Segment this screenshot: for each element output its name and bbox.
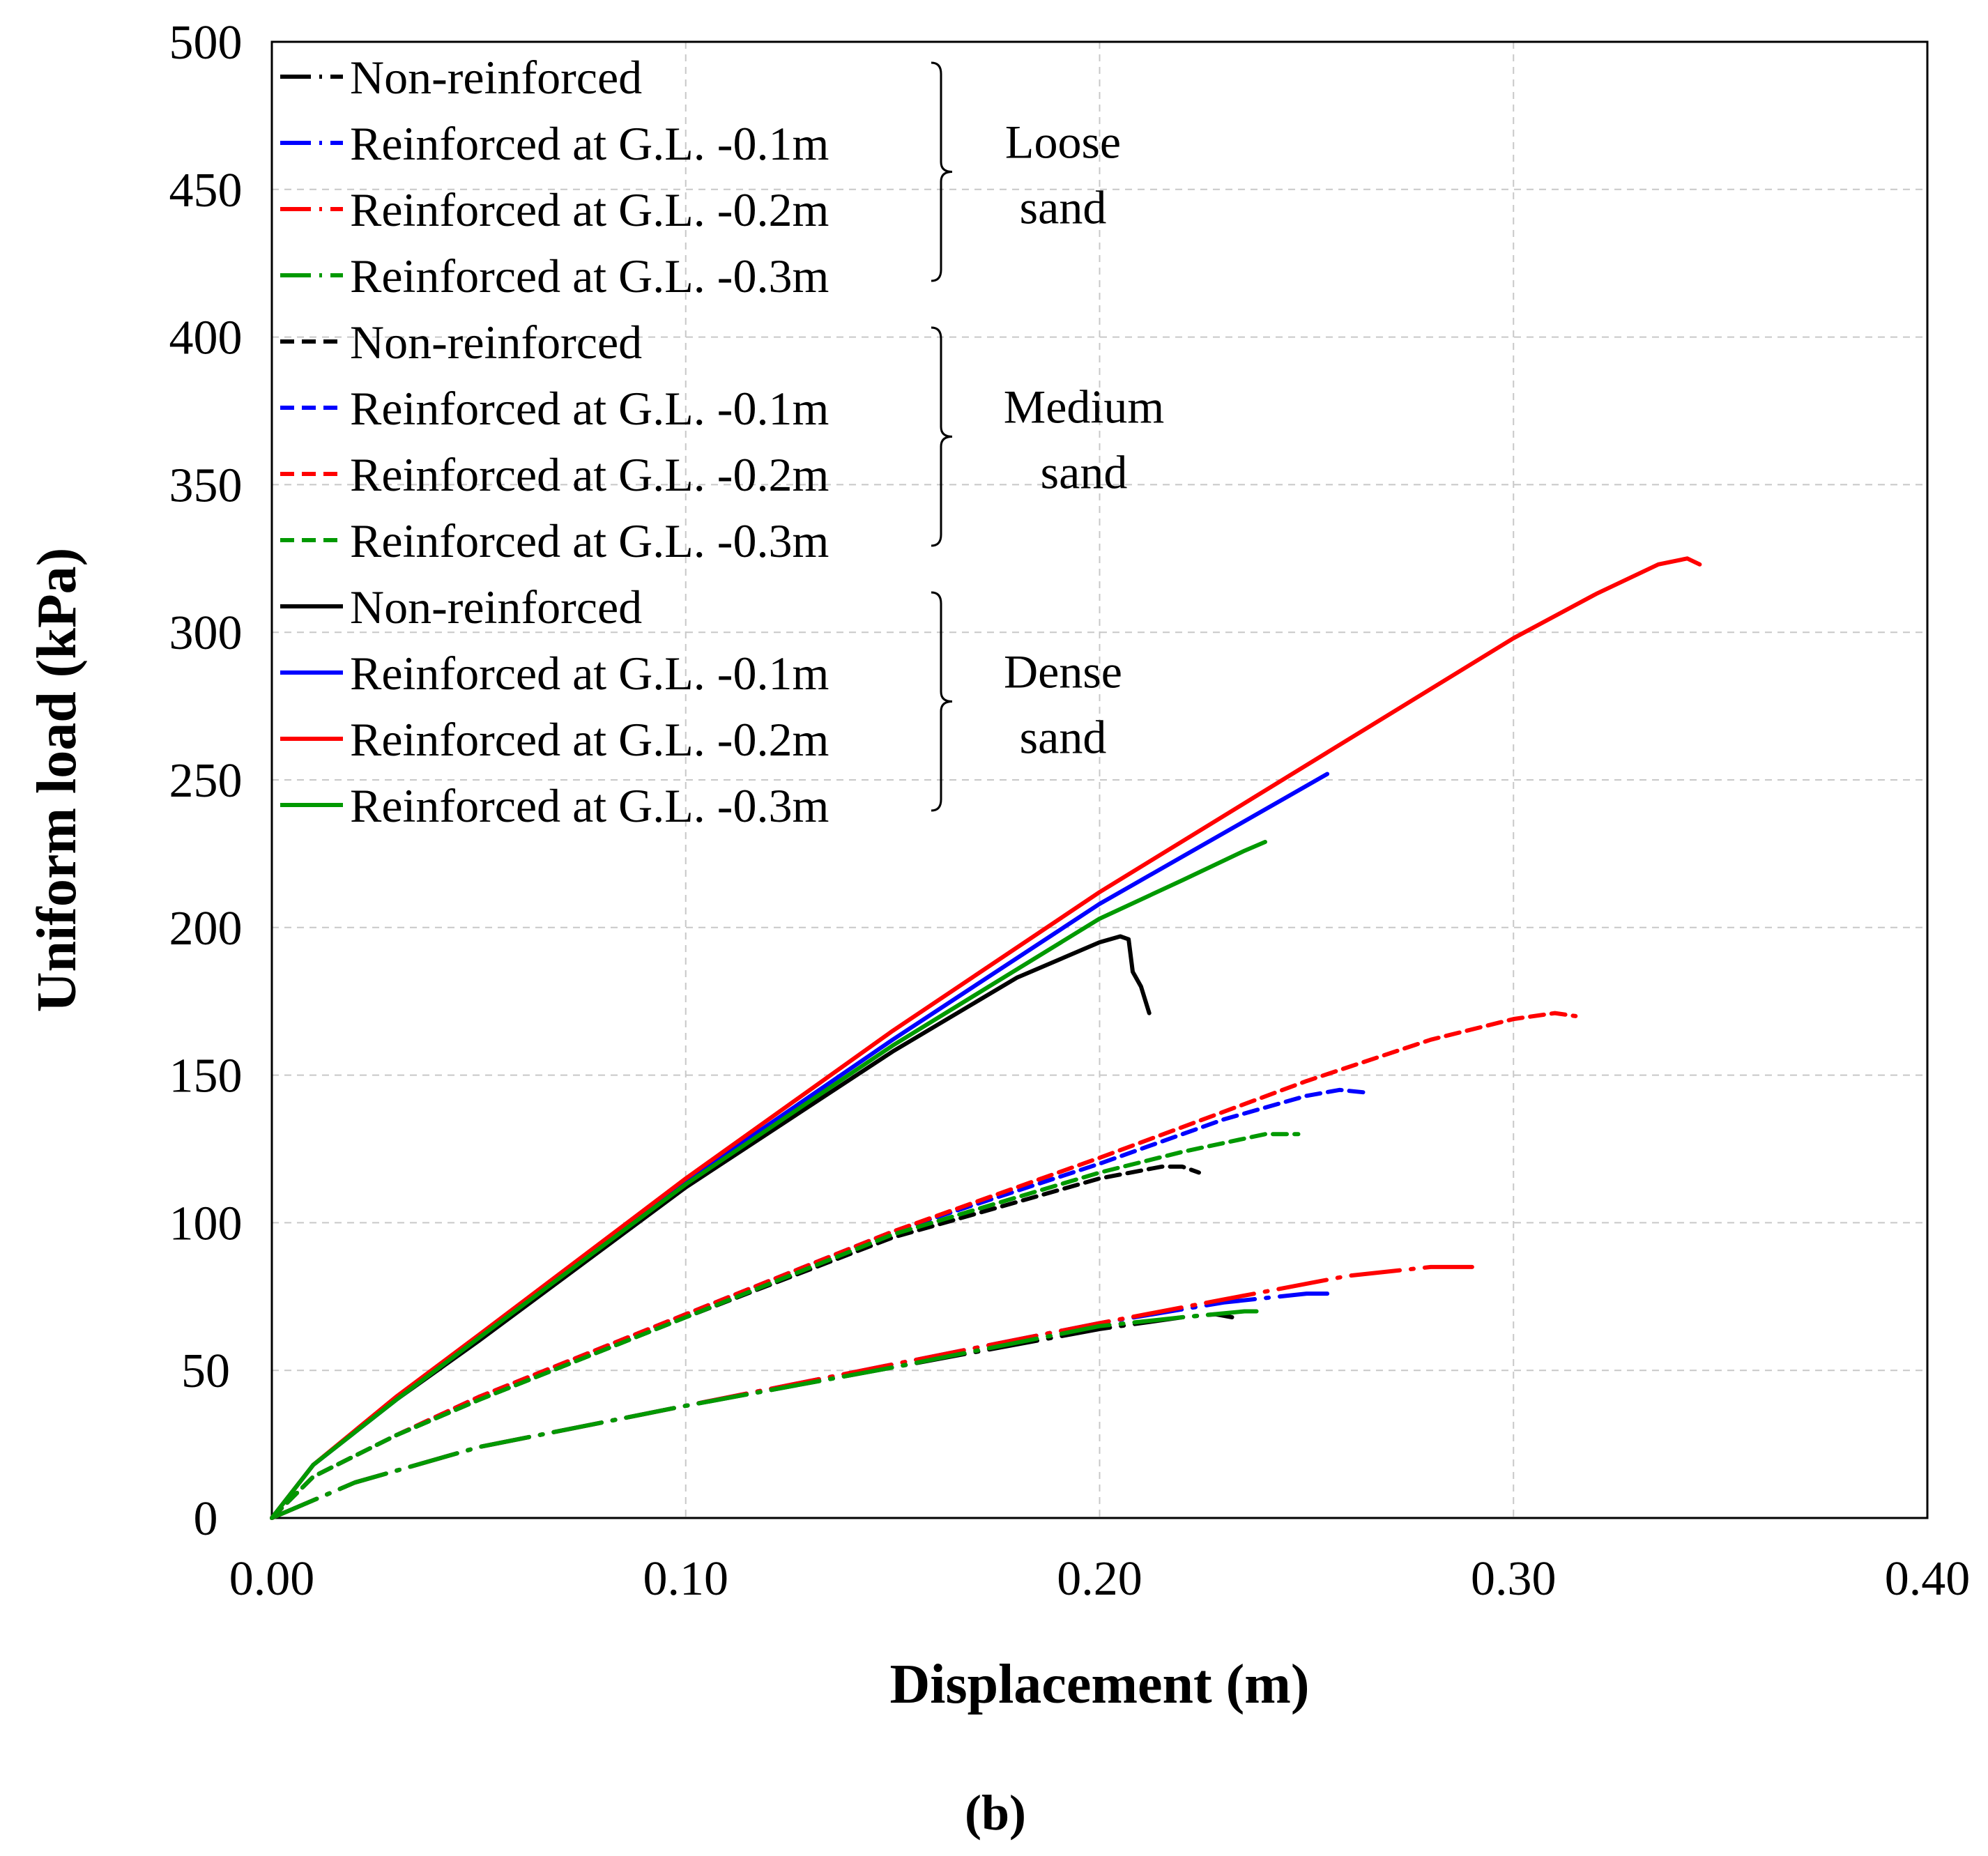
legend-label: Reinforced at G.L. -0.3m — [350, 250, 829, 302]
legend-label: Reinforced at G.L. -0.3m — [350, 779, 829, 832]
y-tick-label: 100 — [169, 1197, 243, 1250]
y-tick-label: 400 — [169, 312, 243, 365]
y-tick-label: 350 — [169, 459, 243, 512]
legend-group-label: Medium — [1004, 381, 1164, 434]
plot-frame — [270, 40, 1929, 1519]
y-tick-label: 150 — [169, 1050, 243, 1103]
legend-group-label: sand — [1020, 711, 1107, 764]
x-tick-label: 0.40 — [1885, 1552, 1971, 1606]
legend-label: Reinforced at G.L. -0.3m — [350, 514, 829, 567]
y-tick-label: 0 — [194, 1492, 218, 1546]
figure-caption: (b) — [965, 1785, 1026, 1841]
x-tick-label: 0.10 — [643, 1552, 729, 1606]
axis-ticks: 0 50 100 150 200 250 300 350 400 450 500 0.00 0.10 0.… — [169, 16, 1971, 1606]
x-tick-label: 0.00 — [229, 1552, 315, 1606]
legend-label: Non-reinforced — [350, 581, 642, 634]
x-tick-label: 0.20 — [1057, 1552, 1142, 1606]
x-tick-label: 0.30 — [1471, 1552, 1557, 1606]
legend-label: Reinforced at G.L. -0.2m — [350, 713, 829, 766]
legend-group-label: sand — [1041, 446, 1128, 499]
series-line-solid-2 — [270, 840, 1267, 1520]
y-tick-label: 450 — [169, 164, 243, 217]
legend-group-label: sand — [1020, 181, 1107, 234]
series-line-solid-2 — [270, 556, 1702, 1520]
y-axis-title: Uniform load (kPa) — [26, 548, 88, 1013]
legend-group-brace — [931, 61, 953, 282]
series-line-dashdot-0 — [270, 1309, 1267, 1520]
legend-label: Non-reinforced — [350, 316, 642, 369]
grid — [272, 42, 1927, 1518]
legend-label: Reinforced at G.L. -0.1m — [350, 117, 829, 170]
y-tick-label: 300 — [169, 606, 243, 660]
legend-group-label: Dense — [1004, 645, 1122, 698]
x-axis-title: Displacement (m) — [889, 1654, 1309, 1715]
y-tick-label: 250 — [169, 754, 243, 808]
legend-group-brace — [931, 326, 953, 547]
y-tick-label: 200 — [169, 902, 243, 956]
legend-label: Reinforced at G.L. -0.2m — [350, 448, 829, 501]
legend-label: Reinforced at G.L. -0.1m — [350, 647, 829, 700]
legend-group-brace — [931, 591, 953, 812]
legend: Non-reinforced Reinforced at G.L. -0.1m Re… — [280, 51, 1164, 832]
series-lines — [270, 556, 1702, 1520]
legend-label: Non-reinforced — [350, 51, 642, 104]
legend-group-label: Loose — [1005, 116, 1121, 169]
legend-label: Reinforced at G.L. -0.1m — [350, 382, 829, 435]
legend-label: Reinforced at G.L. -0.2m — [350, 183, 829, 236]
series-line-dashed-1 — [270, 1132, 1301, 1520]
y-tick-label: 50 — [181, 1344, 230, 1398]
y-tick-label: 500 — [169, 16, 243, 70]
